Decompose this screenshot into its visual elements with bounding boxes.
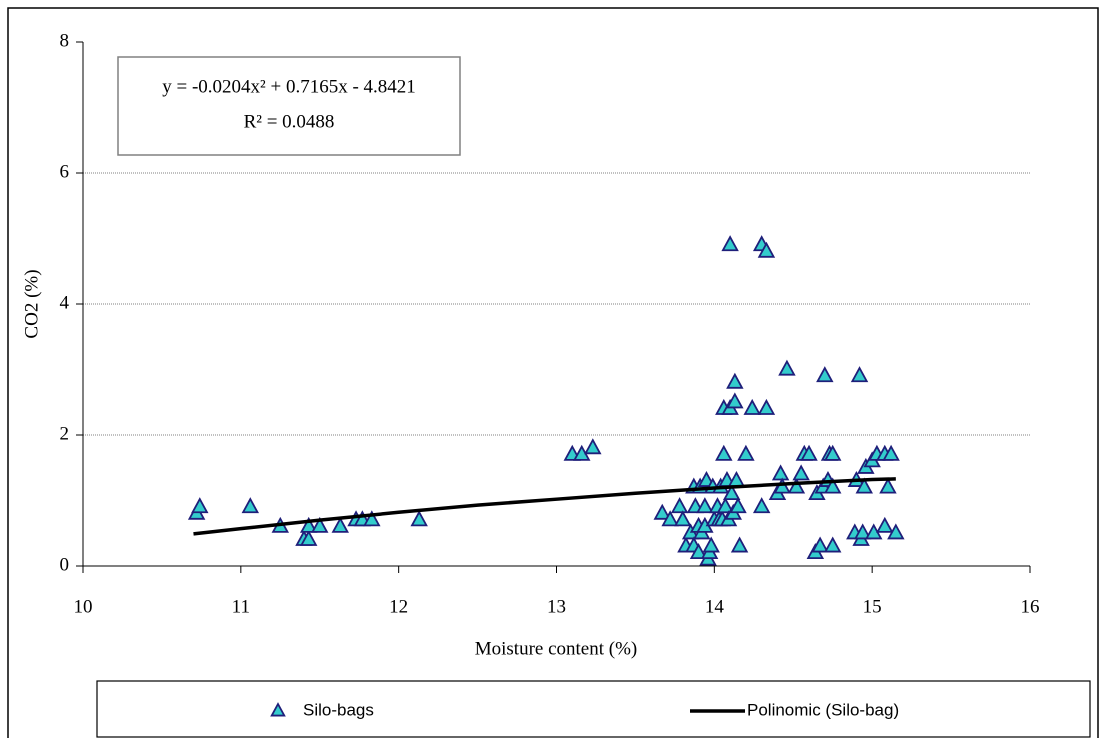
- point: [743, 398, 761, 415]
- point: [584, 438, 602, 455]
- point: [702, 536, 720, 553]
- x-tick-label: 14: [705, 596, 725, 617]
- point: [661, 510, 679, 527]
- y-tick-label: 0: [60, 554, 70, 575]
- point: [800, 444, 818, 461]
- point: [823, 536, 842, 553]
- legend-label: Silo-bags: [303, 700, 374, 719]
- legend-symbol: [270, 702, 286, 717]
- point: [757, 398, 776, 415]
- point: [726, 392, 744, 409]
- point: [757, 241, 776, 258]
- point: [363, 510, 381, 527]
- point: [855, 477, 873, 494]
- point: [716, 497, 735, 514]
- point: [311, 516, 329, 533]
- chart-border: [7, 7, 1099, 738]
- point: [882, 444, 900, 461]
- point: [410, 510, 428, 527]
- point: [787, 477, 806, 494]
- trend-line: [193, 477, 896, 536]
- point: [696, 497, 714, 514]
- point: [299, 529, 318, 546]
- point: [816, 366, 834, 383]
- point: [191, 497, 209, 514]
- point: [721, 235, 739, 252]
- y-tick-label: 2: [60, 423, 70, 444]
- point: [792, 464, 810, 481]
- x-tick-label: 10: [74, 596, 93, 617]
- point: [752, 497, 771, 514]
- equation: y = -0.0204x² + 0.7165x - 4.8421: [162, 76, 416, 97]
- point: [853, 523, 872, 540]
- point: [737, 444, 755, 461]
- point: [811, 536, 829, 553]
- x-tick-label: 12: [389, 596, 408, 617]
- y-tick-label: 6: [60, 161, 70, 182]
- point: [823, 477, 842, 494]
- legend-box: [96, 680, 1091, 738]
- point: [729, 497, 747, 514]
- r-squared: R² = 0.0488: [244, 111, 335, 132]
- x-tick-label: 11: [232, 596, 250, 617]
- point: [879, 477, 897, 494]
- point: [331, 516, 349, 533]
- y-tick-label: 4: [60, 292, 70, 313]
- y-axis-label: CO2 (%): [21, 269, 42, 338]
- point: [726, 372, 744, 389]
- equation-box: [117, 56, 461, 156]
- point: [674, 510, 692, 527]
- x-axis-label: Moisture content (%): [475, 638, 638, 659]
- point: [850, 366, 869, 383]
- legend-label: Polinomic (Silo-bag): [747, 700, 899, 719]
- x-tick-label: 16: [1021, 596, 1040, 617]
- y-tick-label: 8: [60, 30, 70, 51]
- point: [299, 516, 318, 533]
- point: [887, 523, 905, 540]
- x-tick-label: 13: [547, 596, 566, 617]
- point: [823, 444, 842, 461]
- point: [730, 536, 749, 553]
- point: [689, 543, 708, 559]
- x-tick-label: 15: [863, 596, 882, 617]
- point: [241, 497, 260, 514]
- point: [715, 444, 733, 461]
- point: [670, 497, 689, 514]
- point: [771, 464, 790, 481]
- point: [778, 359, 796, 376]
- point: [653, 503, 671, 520]
- point: [876, 516, 894, 533]
- point: [722, 484, 741, 501]
